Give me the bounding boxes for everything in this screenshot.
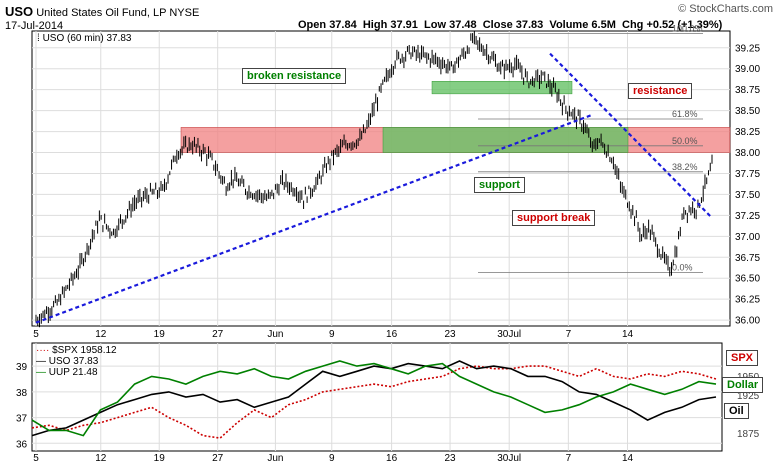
- annotation-dollar: Dollar: [722, 377, 764, 393]
- symbol: USO: [5, 4, 34, 19]
- copyright: © StockCharts.com: [678, 3, 773, 15]
- y-tick-label: 39.25: [735, 43, 760, 54]
- x-tick-label: 5: [33, 329, 39, 340]
- x-tick-label: 7: [566, 329, 572, 340]
- fib-label: 50.0%: [672, 136, 698, 146]
- spx-tick-label: 1925: [737, 391, 760, 402]
- legend-spx: ···· $SPX 1958.12: [36, 345, 117, 356]
- bar-icon: ⁞: [37, 33, 40, 44]
- legend-uso: — USO 37.83: [36, 356, 99, 367]
- y-tick-label: 38.50: [735, 106, 760, 117]
- y-tick-label: 38.25: [735, 127, 760, 138]
- x-tick-label: 23: [444, 329, 456, 340]
- y-tick-label: 38.75: [735, 85, 760, 96]
- y-tick-label: 36.25: [735, 295, 760, 306]
- annotation-spx: SPX: [726, 350, 759, 366]
- y-tick-label: 37.50: [735, 190, 760, 201]
- x-tick-label: 9: [329, 453, 335, 464]
- price-axis: 36.00 36.25 36.50 36.75 37.00 37.25 37.50 37.75…: [735, 43, 760, 326]
- fib-label: 61.8%: [672, 109, 698, 119]
- chart-date: 17-Jul-2014: [5, 20, 64, 32]
- x-tick-label: 5: [33, 453, 39, 464]
- y-tick-label: 37.25: [735, 211, 760, 222]
- annotation-oil: Oil: [724, 403, 749, 419]
- support-zone-upper: [431, 81, 573, 95]
- time-axis: 5 5 12 12 19 19 27 27 Jun Jun 9 9 16 16 23 23 30Jul 30Jul…: [33, 329, 633, 464]
- x-tick-label: 12: [95, 453, 107, 464]
- y-tick-label: 36.75: [735, 253, 760, 264]
- x-tick-label: Jun: [267, 453, 283, 464]
- lower-gridlines: [32, 343, 722, 451]
- trendline: [35, 113, 593, 324]
- series-line: [31, 365, 717, 439]
- x-tick-label: 30Jul: [497, 329, 521, 340]
- x-tick-label: 27: [212, 329, 224, 340]
- y-tick-label: 37: [16, 414, 28, 425]
- fib-label: 0.0%: [672, 262, 693, 272]
- y-tick-label: 36.50: [735, 274, 760, 285]
- support-zone-lower: [382, 127, 629, 153]
- fib-label: 100.0%: [672, 24, 703, 34]
- chart-header-left: USO United States Oil Fund, LP NYSE: [5, 4, 199, 19]
- series-line: [31, 360, 717, 437]
- y-tick-label: 37.00: [735, 232, 760, 243]
- trendlines: [35, 52, 713, 324]
- series-line: [31, 360, 717, 437]
- x-tick-label: Jun: [267, 329, 283, 340]
- y-tick-label: 36.00: [735, 316, 760, 327]
- x-tick-label: 27: [212, 453, 224, 464]
- x-tick-label: 12: [95, 329, 107, 340]
- security-name: United States Oil Fund, LP: [36, 7, 167, 19]
- spx-tick-label: 1875: [737, 429, 760, 440]
- lower-legend: ···· $SPX 1958.12 — USO 37.83 — UUP 21.4…: [36, 345, 117, 378]
- y-tick-label: 36: [16, 439, 28, 450]
- x-tick-label: 19: [154, 453, 166, 464]
- fib-label: 38.2%: [672, 162, 698, 172]
- x-tick-label: 14: [622, 329, 634, 340]
- legend-uup: — UUP 21.48: [36, 367, 98, 378]
- main-legend: ⁞ USO (60 min) 37.83: [37, 33, 132, 44]
- price-bars: [35, 31, 713, 328]
- x-tick-label: 7: [566, 453, 572, 464]
- x-tick-label: 30Jul: [497, 453, 521, 464]
- x-tick-label: 14: [622, 453, 634, 464]
- x-tick-label: 23: [444, 453, 456, 464]
- x-tick-label: 16: [386, 453, 398, 464]
- x-tick-label: 19: [154, 329, 166, 340]
- x-tick-label: 9: [329, 329, 335, 340]
- comparison-lines: [31, 360, 717, 439]
- annotation-support-break: support break: [512, 210, 596, 226]
- annotation-support: support: [474, 177, 525, 193]
- y-tick-label: 39: [16, 362, 28, 373]
- y-tick-label: 38.00: [735, 148, 760, 159]
- main-gridlines: [32, 31, 730, 326]
- y-tick-label: 39.00: [735, 64, 760, 75]
- trendline: [549, 52, 713, 219]
- ohlc-readout: Open 37.84 High 37.91 Low 37.48 Close 37…: [298, 19, 723, 31]
- exchange: NYSE: [169, 7, 200, 19]
- x-tick-label: 16: [386, 329, 398, 340]
- y-tick-label: 38: [16, 388, 28, 399]
- annotation-broken-resistance: broken resistance: [242, 68, 347, 84]
- annotation-resistance: resistance: [628, 83, 693, 99]
- y-tick-label: 37.75: [735, 169, 760, 180]
